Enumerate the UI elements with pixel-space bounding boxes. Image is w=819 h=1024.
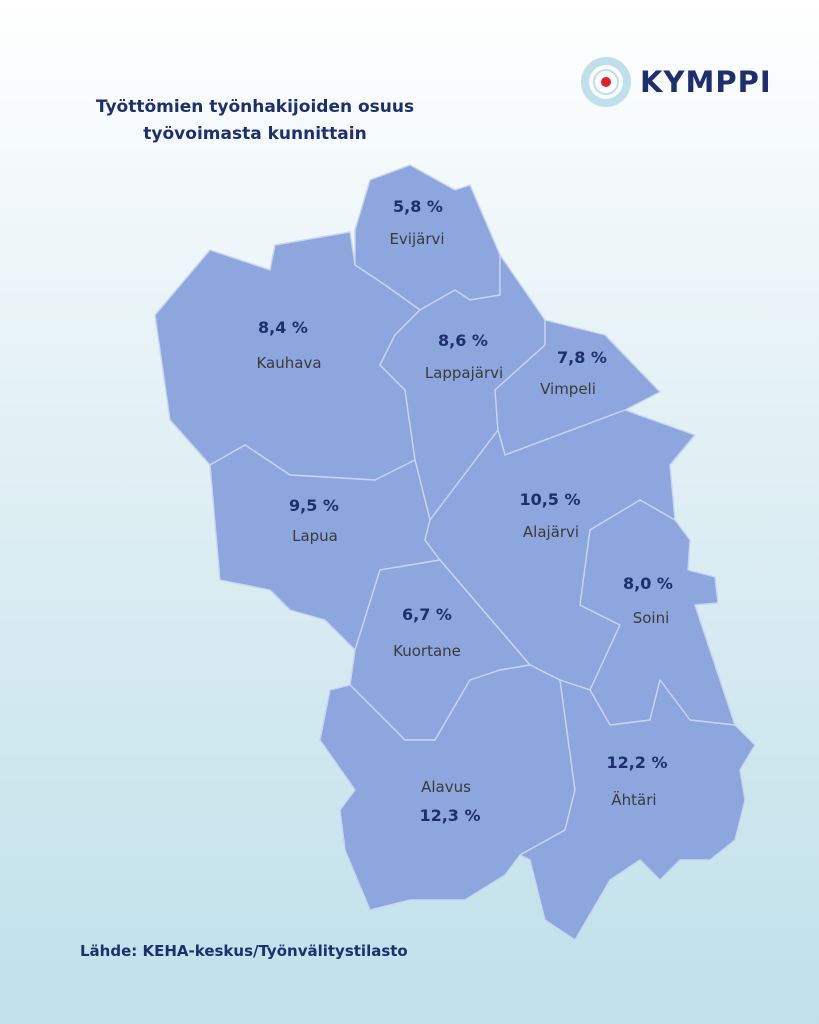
- lappajarvi-value: 8,6 %: [438, 331, 488, 350]
- alavus-value: 12,3 %: [419, 806, 480, 825]
- alavus-name: Alavus: [421, 778, 471, 796]
- lapua-value: 9,5 %: [289, 496, 339, 515]
- region-alavus[interactable]: [319, 664, 576, 911]
- lappajarvi-name: Lappajärvi: [425, 364, 503, 382]
- source-note: Lähde: KEHA-keskus/Työnvälitystilasto: [80, 942, 408, 960]
- ahtari-name: Ähtäri: [611, 790, 656, 809]
- map-title-line2: työvoimasta kunnittain: [143, 124, 367, 144]
- region-ahtari[interactable]: [519, 679, 756, 941]
- map-title: Työttömien työnhakijoiden osuus työvoima…: [40, 94, 470, 148]
- kymppi-logo: KYMPPI: [580, 56, 772, 108]
- evijarvi-name: Evijärvi: [389, 230, 444, 248]
- alajarvi-value: 10,5 %: [519, 490, 580, 509]
- evijarvi-value: 5,8 %: [393, 197, 443, 216]
- kauhava-value: 8,4 %: [258, 318, 308, 337]
- map-title-line1: Työttömien työnhakijoiden osuus: [95, 97, 415, 117]
- lapua-name: Lapua: [292, 527, 338, 545]
- vimpeli-value: 7,8 %: [557, 348, 607, 367]
- alajarvi-name: Alajärvi: [523, 523, 579, 541]
- soini-name: Soini: [633, 609, 670, 627]
- kymppi-logo-icon: [581, 57, 631, 107]
- soini-value: 8,0 %: [623, 574, 673, 593]
- kymppi-logo-text: KYMPPI: [640, 65, 772, 99]
- vimpeli-name: Vimpeli: [540, 380, 596, 398]
- kuortane-value: 6,7 %: [402, 605, 452, 624]
- kuortane-name: Kuortane: [393, 642, 461, 660]
- ahtari-value: 12,2 %: [606, 753, 667, 772]
- kauhava-name: Kauhava: [256, 354, 321, 372]
